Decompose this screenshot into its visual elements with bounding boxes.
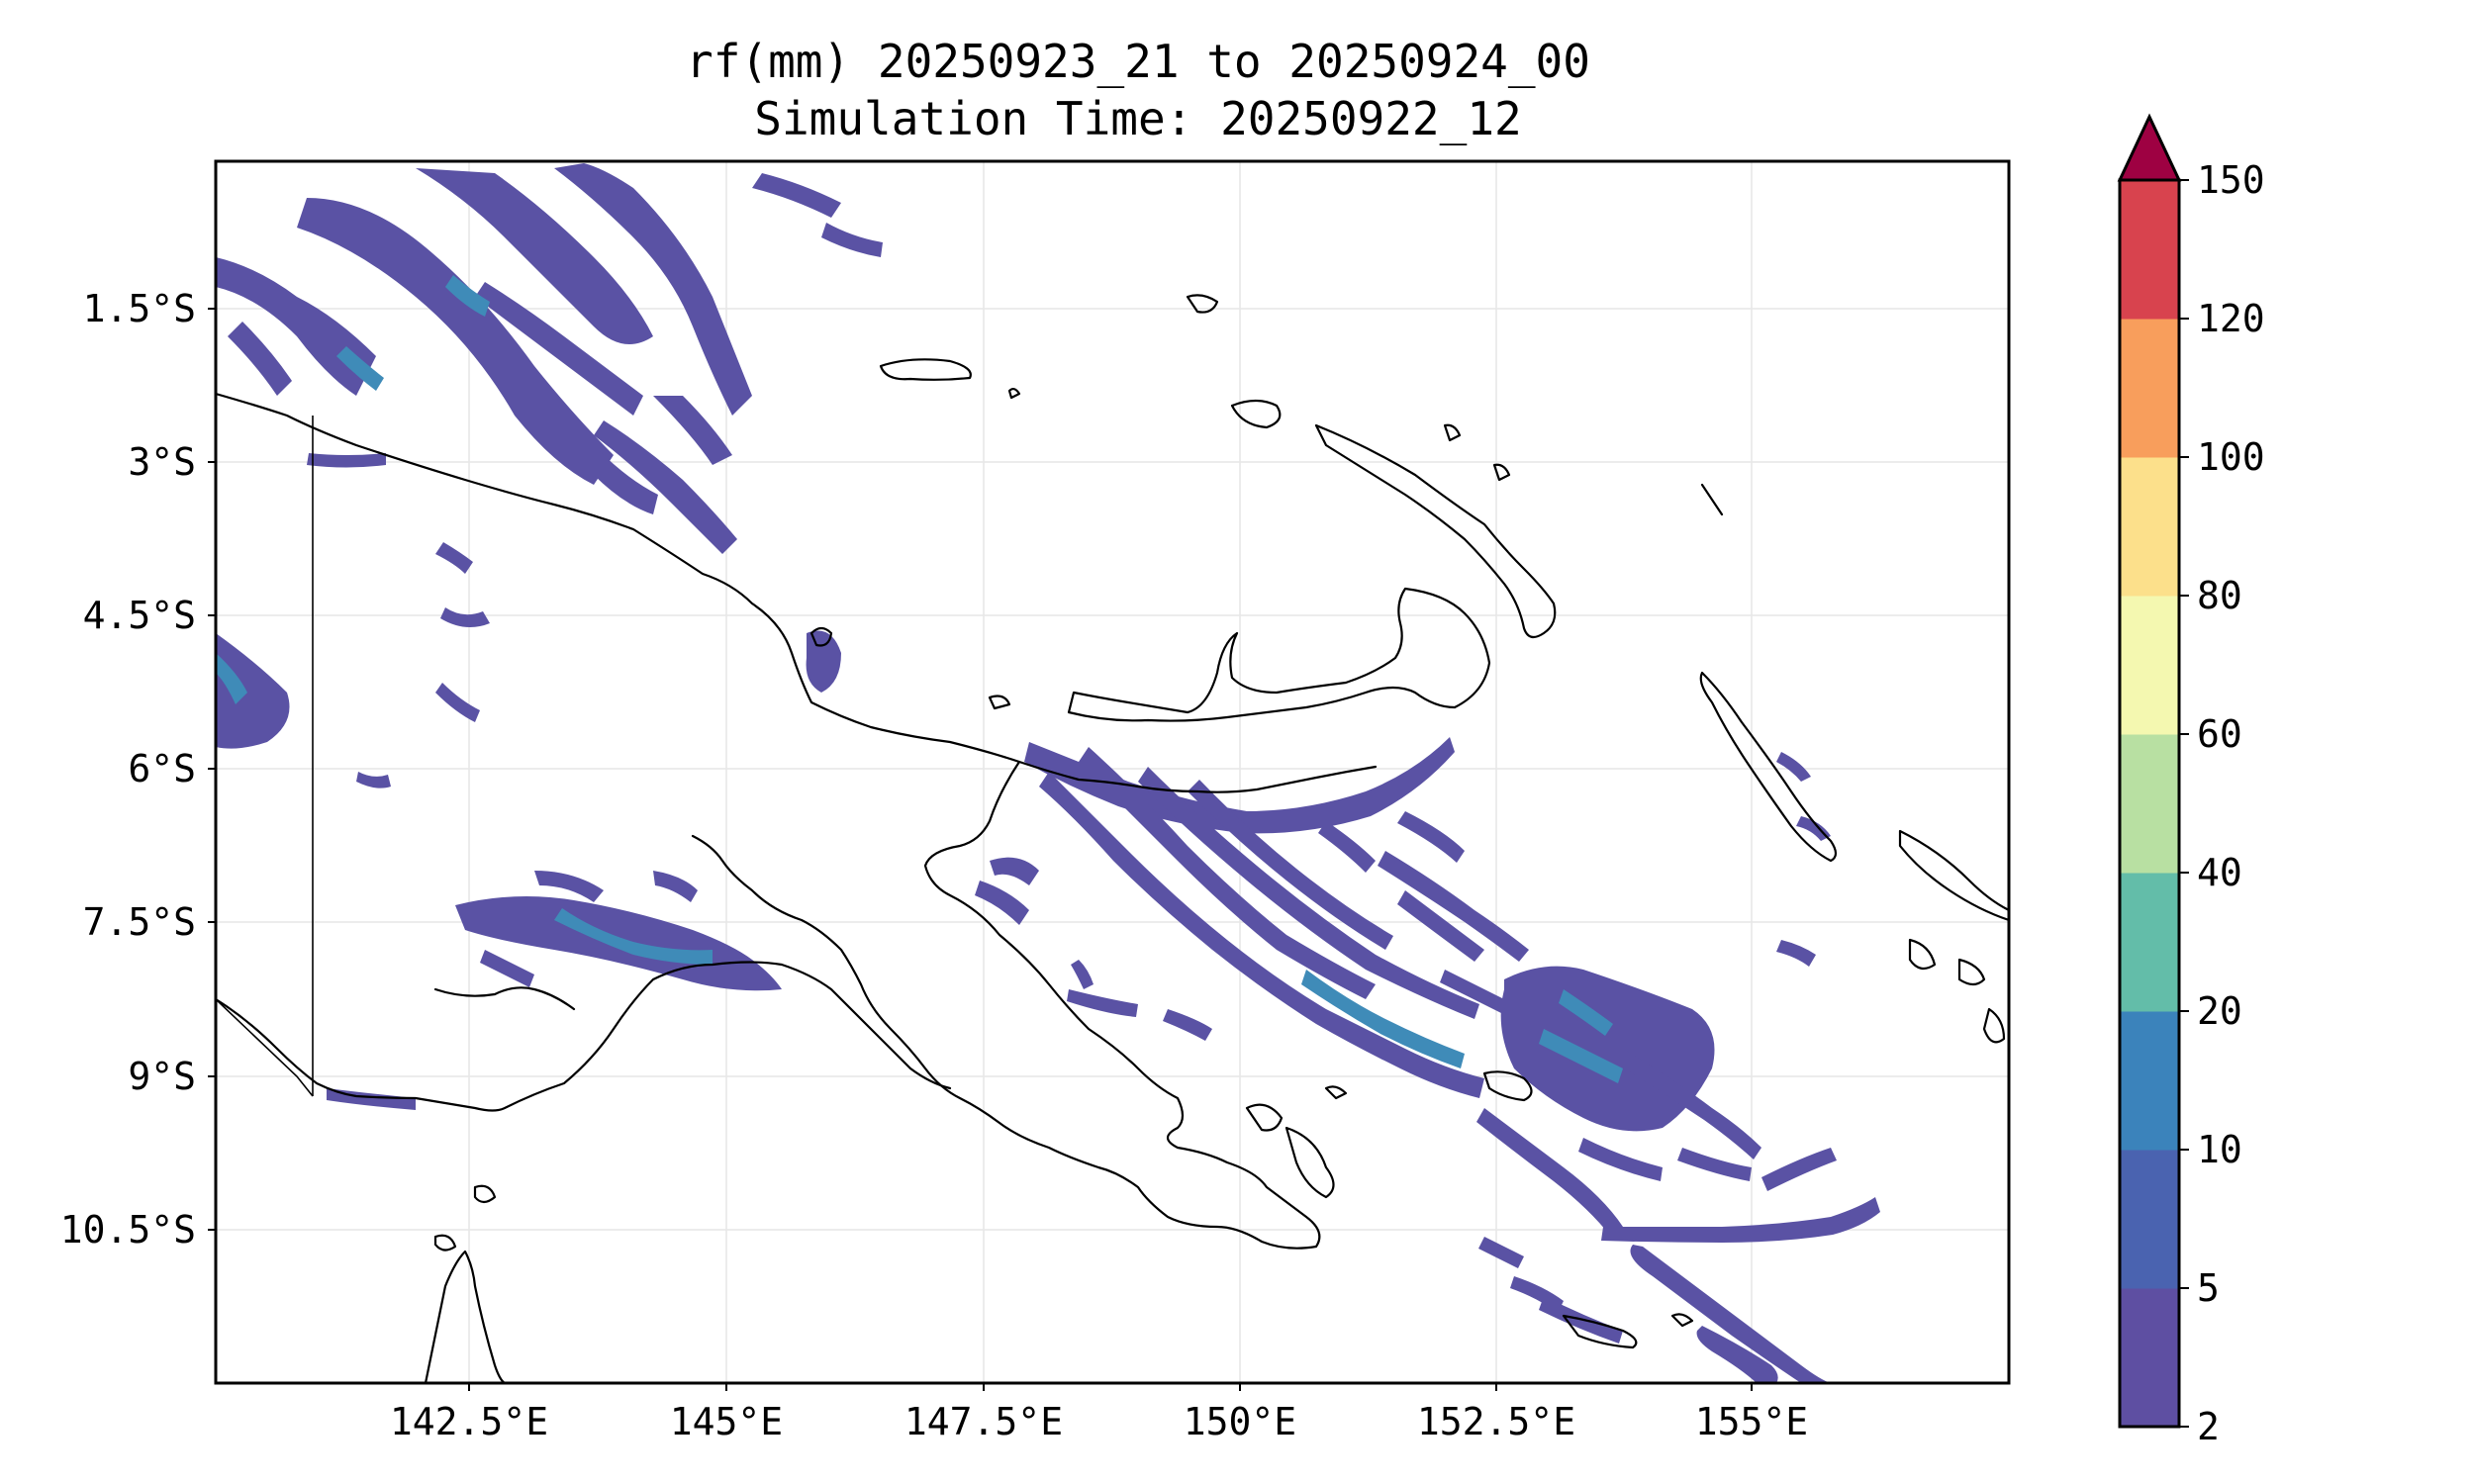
lat-tick-label: 9°S [128, 1055, 196, 1098]
lat-tick-label: 6°S [128, 747, 196, 790]
colorbar-tick-label: 80 [2197, 574, 2242, 617]
colorbar-segment [2120, 319, 2179, 458]
colorbar-segment [2120, 1150, 2179, 1289]
lat-tick-label: 1.5°S [83, 287, 196, 330]
lon-tick-label: 145°E [670, 1400, 783, 1443]
title-line-1: rf(mm) 20250923_21 to 20250924_00 [686, 35, 1590, 88]
lon-tick-label: 147.5°E [904, 1400, 1063, 1443]
lat-tick-label: 3°S [128, 440, 196, 484]
rainfall-contours [216, 163, 1880, 1383]
colorbar: 2 5 10 20 40 60 80 100 120 150 [2117, 113, 2265, 1448]
lon-tick-label: 152.5°E [1417, 1400, 1575, 1443]
colorbar-tick-label: 5 [2197, 1266, 2220, 1310]
colorbar-tick-label: 40 [2197, 851, 2242, 894]
colorbar-segment [2120, 457, 2179, 597]
y-axis: 1.5°S 3°S 4.5°S 6°S 7.5°S 9°S 10.5°S [60, 287, 216, 1252]
colorbar-segment [2120, 1011, 2179, 1151]
lat-tick-label: 10.5°S [60, 1208, 196, 1252]
x-axis: 142.5°E 145°E 147.5°E 150°E 152.5°E 155°… [390, 1383, 1808, 1443]
colorbar-frame [2118, 178, 2181, 1429]
lon-tick-label: 150°E [1184, 1400, 1296, 1443]
colorbar-tick-label: 60 [2197, 712, 2242, 756]
colorbar-labels: 2 5 10 20 40 60 80 100 120 150 [2179, 158, 2265, 1448]
coastlines [216, 294, 2009, 1383]
lat-tick-label: 4.5°S [83, 594, 196, 637]
colorbar-segment [2120, 1288, 2179, 1428]
map-panel [214, 159, 2011, 1385]
colorbar-tick-label: 20 [2197, 989, 2242, 1033]
colorbar-segment [2120, 873, 2179, 1012]
colorbar-tick-label: 120 [2197, 297, 2265, 340]
colorbar-tick-label: 2 [2197, 1405, 2220, 1448]
map-frame [214, 159, 2011, 1385]
colorbar-segments [2120, 180, 2179, 1428]
border-line [216, 416, 314, 1097]
colorbar-tick-label: 150 [2197, 158, 2265, 202]
colorbar-tick-label: 10 [2197, 1128, 2242, 1171]
colorbar-tick-label: 100 [2197, 435, 2265, 479]
title-line-2: Simulation Time: 20250922_12 [754, 92, 1521, 145]
colorbar-segment [2120, 596, 2179, 735]
colorbar-segment [2120, 734, 2179, 874]
colorbar-extend-triangle [2117, 113, 2182, 182]
lon-tick-label: 155°E [1695, 1400, 1808, 1443]
lat-tick-label: 7.5°S [83, 900, 196, 944]
colorbar-segment [2120, 180, 2179, 320]
lon-tick-label: 142.5°E [390, 1400, 548, 1443]
